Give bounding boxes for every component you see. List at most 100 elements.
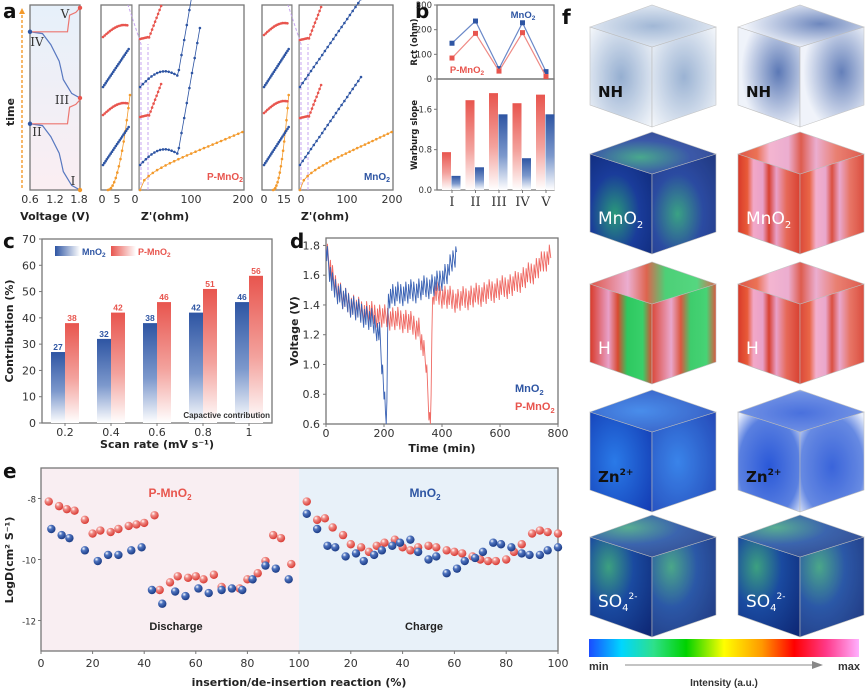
- eis-point-discharged: [188, 86, 191, 90]
- gitt-legend-pmno2: P-MnO2: [515, 401, 555, 415]
- point-pmno2-charge: [442, 546, 451, 555]
- eis-point-discharged-zoom: [113, 146, 116, 150]
- legend-label-mno2: MnO2: [82, 247, 106, 259]
- eis-point-charged: [153, 98, 157, 101]
- eis-point-charged: [309, 33, 312, 36]
- colorbar-title: Intensity (a.u.): [690, 678, 758, 689]
- eis-point-discharged: [150, 153, 153, 156]
- voltage-axis-label: Voltage (V): [20, 210, 90, 223]
- eis-point-charged-zoom: [108, 29, 112, 33]
- x-tick-label: 60: [189, 657, 203, 670]
- legend-label-pmno2: P-MnO2: [138, 247, 171, 259]
- point-mno2-charge: [452, 564, 462, 573]
- eis-point-discharged-zoom: [263, 83, 267, 87]
- eis-point-discharged-zoom: [262, 163, 266, 167]
- rct-point-mno2: [520, 20, 525, 26]
- point-pmno2-discharge: [269, 530, 278, 540]
- panel-b: Rct (ohm) Warburg slope 0 100 200 300 0.0 0.…: [410, 1, 555, 210]
- bar-value-pmno2: 51: [205, 279, 215, 289]
- panel-c: 0 10 20 30 40 50 60 70 27 38 32 42 38 46 42 51 46 56 0.2…: [3, 233, 273, 451]
- rct-line-mno2: [451, 20, 547, 72]
- warburg-bar-pmno2: [512, 103, 522, 190]
- x-tick-label: 80: [499, 657, 513, 670]
- eis-point-charged: [316, 91, 320, 95]
- eis-point-charged: [318, 9, 321, 13]
- bar-value-mno2: 32: [99, 329, 109, 339]
- eis-point-charged: [312, 25, 315, 28]
- eis-point-initial-zoom: [274, 186, 277, 190]
- eis-point-discharged-zoom: [120, 57, 124, 60]
- y-tick-label: 50: [22, 286, 36, 299]
- point-pmno2-discharge: [106, 527, 115, 537]
- cube-top-face: [737, 389, 865, 433]
- eis-point-initial: [189, 152, 193, 155]
- warburg-bar-pmno2: [536, 94, 545, 190]
- point-mno2-discharge: [57, 530, 66, 540]
- eis-point-discharged: [337, 29, 341, 33]
- warburg-bar-mno2: [522, 158, 531, 190]
- eis-point-discharged: [348, 91, 352, 95]
- eis-point-charged: [155, 16, 158, 20]
- y-tick-label: 20: [22, 364, 36, 377]
- eis-point-discharged: [329, 119, 332, 123]
- eis-point-discharged: [318, 57, 321, 61]
- point-mno2-discharge: [65, 533, 74, 543]
- point-mno2-charge: [331, 543, 340, 552]
- eis-point-discharged: [177, 146, 181, 150]
- bar-value-pmno2: 56: [251, 266, 261, 276]
- eis-point-discharged: [153, 73, 156, 76]
- eis-point-charged-zoom: [286, 100, 289, 103]
- point-mno2-discharge: [204, 588, 213, 598]
- eis-point-initial: [367, 141, 371, 145]
- eis-point-initial-zoom: [282, 140, 286, 143]
- point-pmno2-charge: [320, 514, 330, 523]
- eis-point-discharged: [309, 147, 313, 151]
- point-mno2-charge: [351, 549, 361, 558]
- eis-point-discharged-zoom: [268, 76, 272, 79]
- eis-point-initial: [224, 137, 227, 141]
- eis-point-charged: [159, 4, 163, 8]
- bar-value-pmno2: 38: [67, 313, 77, 323]
- eis-point-discharged-zoom: [282, 55, 286, 58]
- eis-point-discharged: [147, 155, 150, 158]
- eis-point-charged: [313, 21, 317, 25]
- point-mno2-discharge: [80, 546, 90, 555]
- eis-point-discharged: [301, 159, 305, 163]
- eis-point-discharged-zoom: [112, 148, 115, 152]
- eis-point-discharged: [320, 53, 324, 57]
- eis-point-discharged-zoom: [113, 68, 116, 72]
- x-tick-label: 600: [490, 427, 511, 440]
- eis-point-initial: [164, 164, 167, 167]
- cube-label-so: SO42-: [746, 592, 786, 614]
- eis-point-discharged-zoom: [115, 64, 119, 68]
- eis-point-discharged: [150, 75, 153, 78]
- eis-point-discharged: [155, 71, 159, 75]
- point-mno2-discharge: [248, 575, 257, 584]
- axis-break: [292, 4, 299, 192]
- x-tick-label: 100: [548, 657, 569, 670]
- cube-label-so: SO42-: [598, 592, 638, 614]
- eis-point-discharged-zoom: [278, 139, 282, 142]
- eis-point-discharged-zoom: [119, 137, 123, 140]
- bar-pmno2: [249, 275, 263, 423]
- point-mno2-charge: [413, 547, 423, 557]
- voltage-discharge-curve-1: [29, 123, 81, 191]
- eis-point-initial-zoom: [277, 176, 281, 180]
- eis-point-discharged-zoom: [281, 135, 284, 138]
- point-pmno2-charge: [517, 540, 526, 549]
- point-mno2-discharge: [227, 584, 237, 593]
- point-mno2-discharge: [238, 585, 247, 595]
- point-mno2-discharge: [93, 556, 102, 566]
- eis-point-initial-zoom: [275, 184, 278, 187]
- eis-point-initial-zoom: [109, 186, 113, 190]
- eis-point-discharged: [315, 139, 318, 143]
- eis-point-charged: [152, 102, 155, 105]
- eis-point-discharged-zoom: [276, 64, 279, 68]
- eis-point-discharged-zoom: [271, 72, 274, 75]
- eis-point-charged: [147, 114, 151, 117]
- point-mno2-discharge: [127, 546, 136, 555]
- eis-point-initial: [317, 166, 321, 169]
- eis-point-discharged-zoom: [267, 156, 271, 159]
- eis-point-discharged-zoom: [271, 150, 274, 153]
- y-tick-label: 0.6: [303, 418, 321, 431]
